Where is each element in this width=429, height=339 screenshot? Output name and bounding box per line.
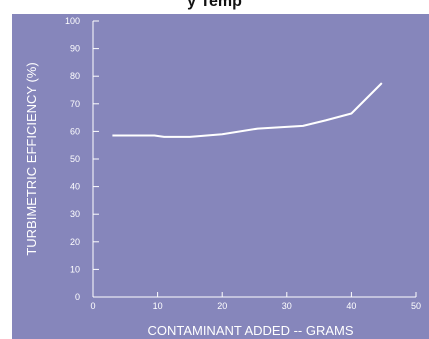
y-tick-label: 30	[70, 209, 80, 219]
x-tick-label: 50	[411, 301, 421, 311]
axes: 0 10 20 30 40 50 60 70 80 90 100 0 10 20 30 40 50	[65, 16, 421, 311]
y-tick-label: 60	[70, 126, 80, 136]
plot-area	[112, 82, 383, 138]
x-tick-label: 20	[217, 301, 227, 311]
x-tick-label: 40	[346, 301, 356, 311]
y-tick-label: 0	[75, 292, 80, 302]
line-chart: 0 10 20 30 40 50 60 70 80 90 100 0 10 20 30 40 50 CONTAM…	[24, 16, 421, 338]
y-tick-label: 80	[70, 71, 80, 81]
y-tick-label: 40	[70, 182, 80, 192]
chart-panel: 0 10 20 30 40 50 60 70 80 90 100 0 10 20 30 40 50 CONTAM…	[12, 14, 429, 339]
page-title-fragment: y Temp	[187, 0, 242, 10]
y-tick-label: 10	[70, 264, 80, 274]
x-tick-label: 10	[153, 301, 163, 311]
x-axis-title: CONTAMINANT ADDED -- GRAMS	[147, 323, 353, 338]
y-tick-label: 100	[65, 16, 80, 26]
x-tick-label: 0	[90, 301, 95, 311]
y-tick-label: 20	[70, 237, 80, 247]
series-line	[112, 82, 383, 138]
y-tick-label: 70	[70, 99, 80, 109]
x-tick-label: 30	[282, 301, 292, 311]
y-axis-title: TURBIMETRIC EFFICIENCY (%)	[24, 62, 39, 255]
y-tick-label: 90	[70, 44, 80, 54]
title-strip: y Temp	[0, 0, 429, 14]
y-tick-label: 50	[70, 154, 80, 164]
